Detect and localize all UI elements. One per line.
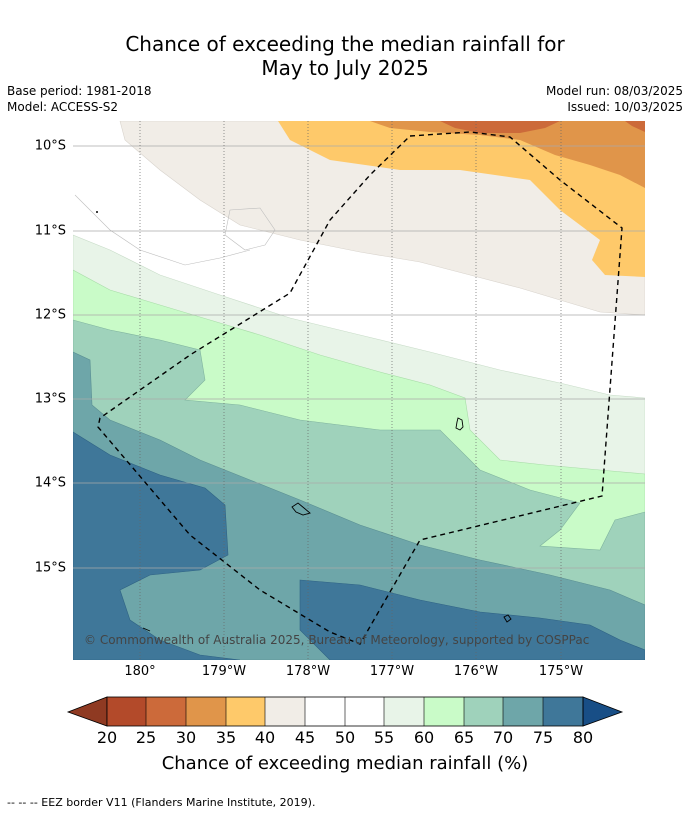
- colorbar-tick-45: 45: [294, 728, 316, 747]
- colorbar: [66, 696, 624, 727]
- island-east: [455, 417, 464, 431]
- base-period: Base period: 1981-2018: [7, 84, 152, 98]
- map-title-line1: Chance of exceeding the median rainfall …: [125, 32, 565, 56]
- lat-label-14s: 14°S: [34, 475, 66, 491]
- colorbar-tick-60: 60: [413, 728, 435, 747]
- lat-label-11s: 11°S: [34, 223, 66, 239]
- eez-footnote: -- -- -- EEZ border V11 (Flanders Marine…: [7, 796, 316, 809]
- colorbar-tick-20: 20: [96, 728, 118, 747]
- colorbar-tick-80: 80: [572, 728, 594, 747]
- colorbar-tick-50: 50: [334, 728, 356, 747]
- issued-date: Issued: 10/03/2025: [567, 100, 683, 114]
- island-south: [503, 614, 512, 623]
- colorbar-tick-55: 55: [373, 728, 395, 747]
- lat-label-10s: 10°S: [34, 138, 66, 154]
- lon-label-177w: 177°W: [369, 664, 415, 679]
- probability-map: [73, 121, 645, 660]
- lon-label-178w: 178°W: [285, 664, 331, 679]
- colorbar-tick-70: 70: [492, 728, 514, 747]
- zone-35-40: [278, 121, 645, 277]
- copyright-notice: © Commonwealth of Australia 2025, Bureau…: [84, 633, 590, 647]
- colorbar-tick-40: 40: [254, 728, 276, 747]
- colorbar-tick-75: 75: [532, 728, 554, 747]
- graticule: [73, 121, 645, 660]
- eez-border: [97, 131, 623, 645]
- colorbar-label: Chance of exceeding median rainfall (%): [161, 753, 529, 774]
- colorbar-tick-30: 30: [175, 728, 197, 747]
- lon-label-175w: 175°W: [538, 664, 584, 679]
- lon-label-176w: 176°W: [453, 664, 499, 679]
- zone-30-35: [370, 121, 645, 188]
- model-run: Model run: 08/03/2025: [545, 84, 683, 98]
- model-name: Model: ACCESS-S2: [7, 100, 119, 114]
- island-center: [291, 502, 311, 516]
- zone-75-80: [73, 431, 241, 660]
- lat-label-15s: 15°S: [34, 560, 66, 576]
- colorbar-tick-25: 25: [135, 728, 157, 747]
- lat-label-13s: 13°S: [34, 391, 66, 407]
- lat-label-12s: 12°S: [34, 307, 66, 323]
- colorbar-tick-65: 65: [453, 728, 475, 747]
- colorbar-tick-35: 35: [215, 728, 237, 747]
- map-title-line2: May to July 2025: [261, 56, 429, 80]
- lon-label-179w: 179°W: [201, 664, 247, 679]
- zone-25-30: [440, 121, 560, 133]
- lon-label-180: 180°: [124, 664, 156, 679]
